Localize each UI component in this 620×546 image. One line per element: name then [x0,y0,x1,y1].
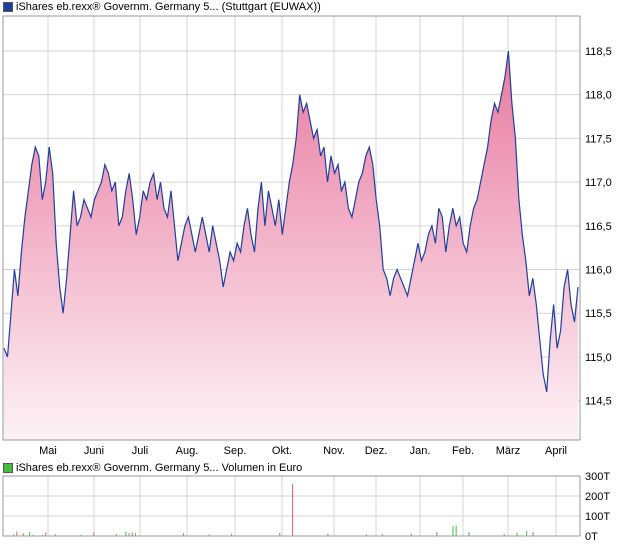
volume-bar [410,533,412,536]
volume-bar [125,531,127,536]
volume-spike-bar [231,533,233,536]
volume-frame [2,475,581,537]
price-x-ticks: Mai Juni Juli Aug. Sep. Okt. Nov. Dez. Jan. Feb. M… [39,445,567,457]
price-y-tick-label: 117,0 [585,177,612,189]
volume-spike-bar [183,533,185,536]
volume-bar [80,534,82,536]
price-line [3,50,579,393]
volume-grid [3,475,580,537]
volume-bar [13,534,15,536]
volume-spike-bar [381,534,383,536]
price-legend: iShares eb.rexx® Governm. Germany 5... (… [3,0,321,14]
price-x-tick-label: Dez. [365,445,388,457]
volume-bar [54,534,56,536]
price-x-tick-label: März [496,445,520,457]
price-x-tick-label: Okt. [272,445,292,457]
volume-spike-bar [16,531,18,536]
price-x-tick-label: Jan. [410,445,431,457]
volume-spike-bar [45,532,47,536]
volume-legend: iShares eb.rexx® Governm. Germany 5... V… [3,461,302,475]
volume-bar [134,533,136,536]
price-area-fill [4,51,578,440]
price-y-tick-label: 118,0 [585,90,612,102]
volume-spike-bar [452,526,454,536]
volume-legend-swatch [3,463,13,473]
price-x-tick-label: Aug. [176,445,199,457]
price-area-layer [3,50,579,440]
volume-bar [22,533,24,536]
volume-bar [32,534,34,536]
volume-spike-bar [532,532,534,536]
price-x-tick-label: Juni [84,445,104,457]
volume-y-tick-label: 200T [585,491,610,503]
volume-spike-bar [128,532,130,536]
volume-y-tick-label: 300T [585,471,610,483]
volume-spike-bar [468,532,470,536]
volume-bar [279,532,281,536]
volume-y-tick-label: 0T [585,531,598,543]
volume-spike-bar [93,532,95,536]
price-x-tick-label: Mai [39,445,57,457]
price-y-tick-label: 114,5 [585,396,612,408]
volume-spike-bar [455,526,457,536]
price-y-tick-label: 116,0 [585,265,612,277]
price-plot-border [2,15,581,441]
price-y-tick-label: 116,5 [585,221,612,233]
price-x-tick-label: Juli [132,445,149,457]
volume-spike-bar [526,531,528,536]
price-x-tick-label: April [545,445,567,457]
price-y-tick-label: 115,5 [585,308,612,320]
volume-y-ticks: 300T 200T 100T 0T [585,471,610,543]
volume-bar [115,534,117,536]
volume-spike-bar [292,484,294,536]
volume-plot-border [2,475,581,537]
price-y-tick-label: 118,5 [585,46,612,58]
price-x-tick-label: Nov. [323,445,345,457]
price-y-tick-label: 115,0 [585,352,612,364]
volume-spike-bar [503,534,505,536]
volume-bar [208,534,210,536]
volume-spike-bar [327,533,329,536]
volume-y-tick-label: 100T [585,511,610,523]
volume-legend-label: iShares eb.rexx® Governm. Germany 5... V… [16,462,303,474]
price-x-tick-label: Feb. [452,445,474,457]
volume-spike-bar [29,532,31,536]
price-y-tick-label: 117,5 [585,133,612,145]
volume-bar [365,534,367,536]
volume-spike-bar [131,532,133,536]
price-legend-label: iShares eb.rexx® Governm. Germany 5... (… [16,1,321,13]
price-frame [2,15,581,441]
price-x-tick-label: Sep. [224,445,247,457]
price-y-ticks: 118,5 118,0 117,5 117,0 116,5 116,0 115,5 115,0… [585,46,612,408]
volume-spike-bar [436,532,438,536]
volume-bars [13,484,534,536]
volume-spike-bar [516,532,518,536]
price-legend-swatch [3,2,13,12]
